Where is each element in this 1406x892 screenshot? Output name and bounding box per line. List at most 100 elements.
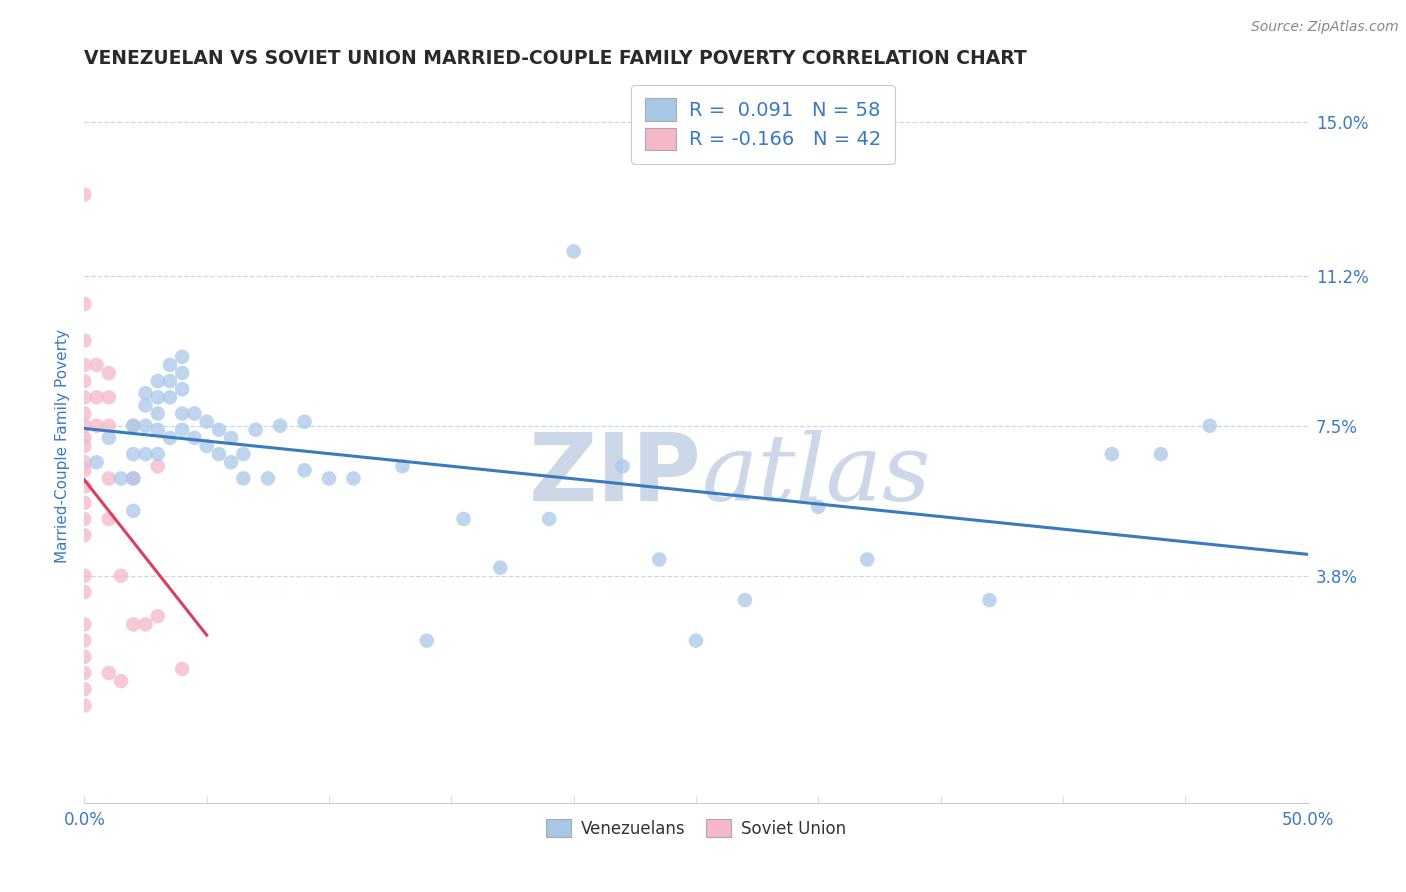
Point (685, 633, 707, 648)
Point (612, 459, 634, 474)
Point (122, 418, 145, 433)
Point (159, 431, 181, 445)
Point (208, 423, 231, 437)
Point (73, 698, 96, 713)
Point (73, 617, 96, 632)
Point (146, 423, 169, 437)
Point (73, 568, 96, 582)
Point (159, 390, 181, 404)
Point (648, 552, 671, 566)
Point (172, 662, 194, 676)
Point (122, 504, 145, 518)
Point (110, 471, 132, 485)
Point (538, 512, 561, 526)
Point (86, 358, 108, 372)
Point (232, 447, 254, 461)
Point (219, 431, 242, 445)
Point (73, 297, 96, 311)
Point (73, 439, 96, 453)
Point (219, 455, 242, 469)
Text: ZIP: ZIP (529, 428, 702, 521)
Point (110, 674, 132, 689)
Point (232, 471, 254, 485)
Point (73, 390, 96, 404)
Point (245, 423, 267, 437)
Point (172, 423, 194, 437)
Point (1101, 447, 1123, 461)
Text: Source: ZipAtlas.com: Source: ZipAtlas.com (1251, 20, 1399, 34)
Point (453, 512, 475, 526)
Point (489, 560, 512, 574)
Point (183, 431, 205, 445)
Point (391, 459, 413, 474)
Point (122, 418, 145, 433)
Point (73, 358, 96, 372)
Point (122, 617, 145, 632)
Point (73, 187, 96, 202)
Point (257, 471, 280, 485)
Point (562, 244, 585, 259)
Point (195, 439, 218, 453)
Point (86, 390, 108, 404)
Point (172, 382, 194, 396)
Point (1150, 447, 1173, 461)
Text: VENEZUELAN VS SOVIET UNION MARRIED-COUPLE FAMILY POVERTY CORRELATION CHART: VENEZUELAN VS SOVIET UNION MARRIED-COUPL… (84, 49, 1028, 68)
Point (73, 374, 96, 388)
Point (73, 512, 96, 526)
Point (73, 418, 96, 433)
Point (342, 471, 364, 485)
Point (416, 633, 439, 648)
Point (73, 334, 96, 348)
Point (135, 447, 157, 461)
Point (172, 350, 194, 364)
Point (135, 617, 157, 632)
Point (172, 407, 194, 421)
Legend: Venezuelans, Soviet Union: Venezuelans, Soviet Union (540, 813, 852, 845)
Point (73, 649, 96, 664)
Point (146, 390, 169, 404)
Point (73, 633, 96, 648)
Point (146, 609, 169, 624)
Point (159, 374, 181, 388)
Point (146, 459, 169, 474)
Point (110, 568, 132, 582)
Point (97, 366, 120, 380)
Point (97, 512, 120, 526)
Y-axis label: Married-Couple Family Poverty: Married-Couple Family Poverty (55, 329, 70, 563)
Point (86, 455, 108, 469)
Point (97, 666, 120, 681)
Point (208, 447, 231, 461)
Point (979, 593, 1001, 607)
Point (318, 471, 340, 485)
Point (807, 500, 830, 514)
Point (135, 386, 157, 401)
Point (97, 471, 120, 485)
Point (73, 496, 96, 510)
Point (73, 431, 96, 445)
Point (86, 418, 108, 433)
Point (73, 585, 96, 599)
Point (73, 455, 96, 469)
Point (159, 358, 181, 372)
Point (294, 463, 316, 477)
Text: atlas: atlas (702, 430, 932, 519)
Point (122, 471, 145, 485)
Point (97, 390, 120, 404)
Point (97, 431, 120, 445)
Point (269, 418, 291, 433)
Point (172, 366, 194, 380)
Point (294, 415, 316, 429)
Point (135, 418, 157, 433)
Point (122, 471, 145, 485)
Point (73, 463, 96, 477)
Point (734, 593, 756, 607)
Point (146, 447, 169, 461)
Point (183, 407, 205, 421)
Point (73, 666, 96, 681)
Point (856, 552, 879, 566)
Point (1198, 418, 1220, 433)
Point (146, 407, 169, 421)
Point (135, 399, 157, 413)
Point (97, 418, 120, 433)
Point (73, 479, 96, 493)
